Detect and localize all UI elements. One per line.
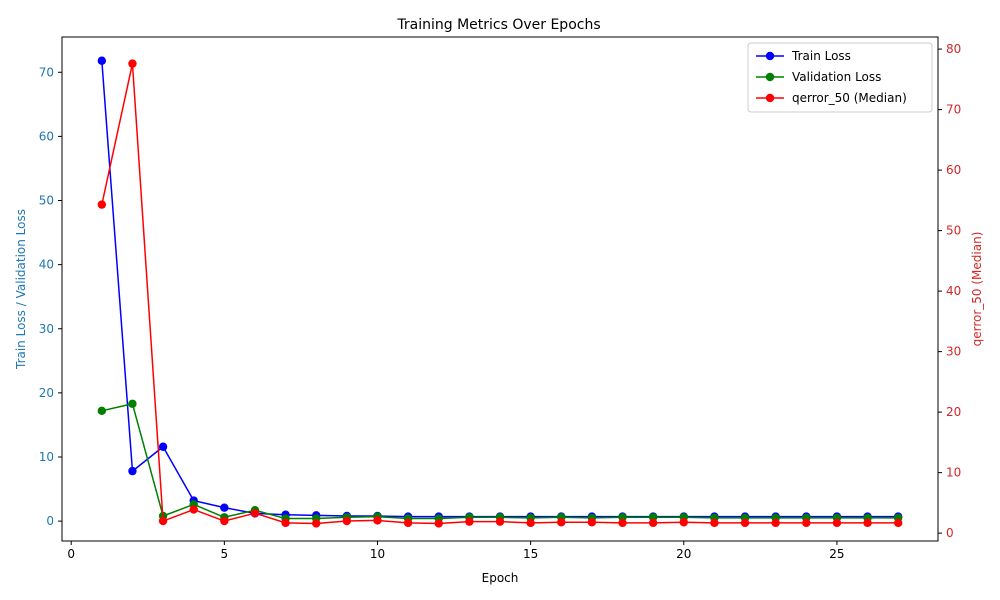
data-point-qerror-50-median: [526, 518, 535, 528]
data-point-qerror-50-median: [403, 518, 413, 528]
data-point-qerror-50-median: [434, 519, 443, 528]
data-point-qerror-50-median: [863, 518, 872, 528]
y-left-tick-label: 70: [39, 65, 54, 79]
legend-label: qerror_50 (Median): [792, 91, 907, 105]
y-left-tick-label: 20: [39, 386, 54, 400]
data-point-qerror-50-median: [281, 518, 290, 528]
y-right-tick-label: 70: [946, 103, 961, 117]
legend-marker: [765, 93, 775, 103]
data-point-qerror-50-median: [648, 518, 658, 528]
y-left-tick-label: 30: [39, 322, 54, 336]
data-point-qerror-50-median: [128, 59, 137, 68]
y-left-tick-label: 50: [39, 194, 54, 208]
data-point-qerror-50-median: [97, 200, 107, 209]
data-point-qerror-50-median: [220, 516, 229, 526]
y-axis-label-right: qerror_50 (Median): [970, 232, 984, 347]
data-point-qerror-50-median: [189, 505, 198, 514]
data-point-validation-loss: [97, 406, 107, 416]
data-point-qerror-50-median: [250, 508, 260, 518]
data-point-train-loss: [220, 503, 229, 512]
data-point-qerror-50-median: [373, 516, 382, 525]
data-point-qerror-50-median: [587, 518, 597, 527]
data-point-train-loss: [128, 466, 137, 476]
x-tick-label: 0: [67, 547, 75, 561]
x-tick-label: 20: [676, 547, 691, 561]
data-point-qerror-50-median: [740, 518, 750, 528]
data-point-qerror-50-median: [342, 516, 352, 526]
x-tick-label: 15: [523, 547, 538, 561]
legend-label: Validation Loss: [792, 70, 881, 84]
y-left-tick-label: 10: [39, 450, 54, 464]
data-point-qerror-50-median: [158, 516, 168, 526]
legend-label: Train Loss: [791, 49, 851, 63]
x-tick-label: 5: [221, 547, 229, 561]
x-tick-label: 25: [829, 547, 844, 561]
y-right-tick-label: 30: [946, 345, 961, 359]
data-point-validation-loss: [128, 399, 137, 408]
data-point-train-loss: [158, 442, 168, 451]
data-point-qerror-50-median: [802, 518, 811, 528]
legend-marker: [765, 72, 775, 82]
y-right-tick-label: 0: [946, 526, 954, 540]
data-point-qerror-50-median: [495, 517, 505, 526]
data-point-qerror-50-median: [832, 518, 842, 528]
data-point-qerror-50-median: [710, 518, 719, 528]
y-axis-label-left: Train Loss / Validation Loss: [14, 209, 28, 370]
y-right-tick-label: 40: [946, 284, 961, 298]
legend-box: [747, 42, 933, 113]
x-tick-label: 10: [370, 547, 385, 561]
data-point-qerror-50-median: [557, 518, 566, 527]
plot-frame: [61, 36, 939, 542]
y-left-tick-label: 40: [39, 258, 54, 272]
data-point-train-loss: [97, 56, 107, 65]
y-right-tick-label: 50: [946, 224, 961, 238]
data-point-qerror-50-median: [679, 518, 688, 527]
y-right-tick-label: 20: [946, 405, 961, 419]
x-axis-label: Epoch: [482, 571, 519, 585]
data-point-qerror-50-median: [893, 518, 903, 528]
y-right-tick-label: 60: [946, 163, 961, 177]
data-point-qerror-50-median: [465, 517, 474, 526]
data-point-qerror-50-median: [771, 518, 780, 528]
legend-marker: [765, 51, 775, 61]
chart-title: Training Metrics Over Epochs: [396, 17, 600, 33]
data-point-qerror-50-median: [618, 518, 627, 528]
y-right-tick-label: 80: [946, 42, 961, 56]
y-left-tick-label: 0: [46, 514, 54, 528]
y-right-tick-label: 10: [946, 466, 961, 480]
y-left-tick-label: 60: [39, 129, 54, 143]
data-point-qerror-50-median: [312, 519, 321, 528]
